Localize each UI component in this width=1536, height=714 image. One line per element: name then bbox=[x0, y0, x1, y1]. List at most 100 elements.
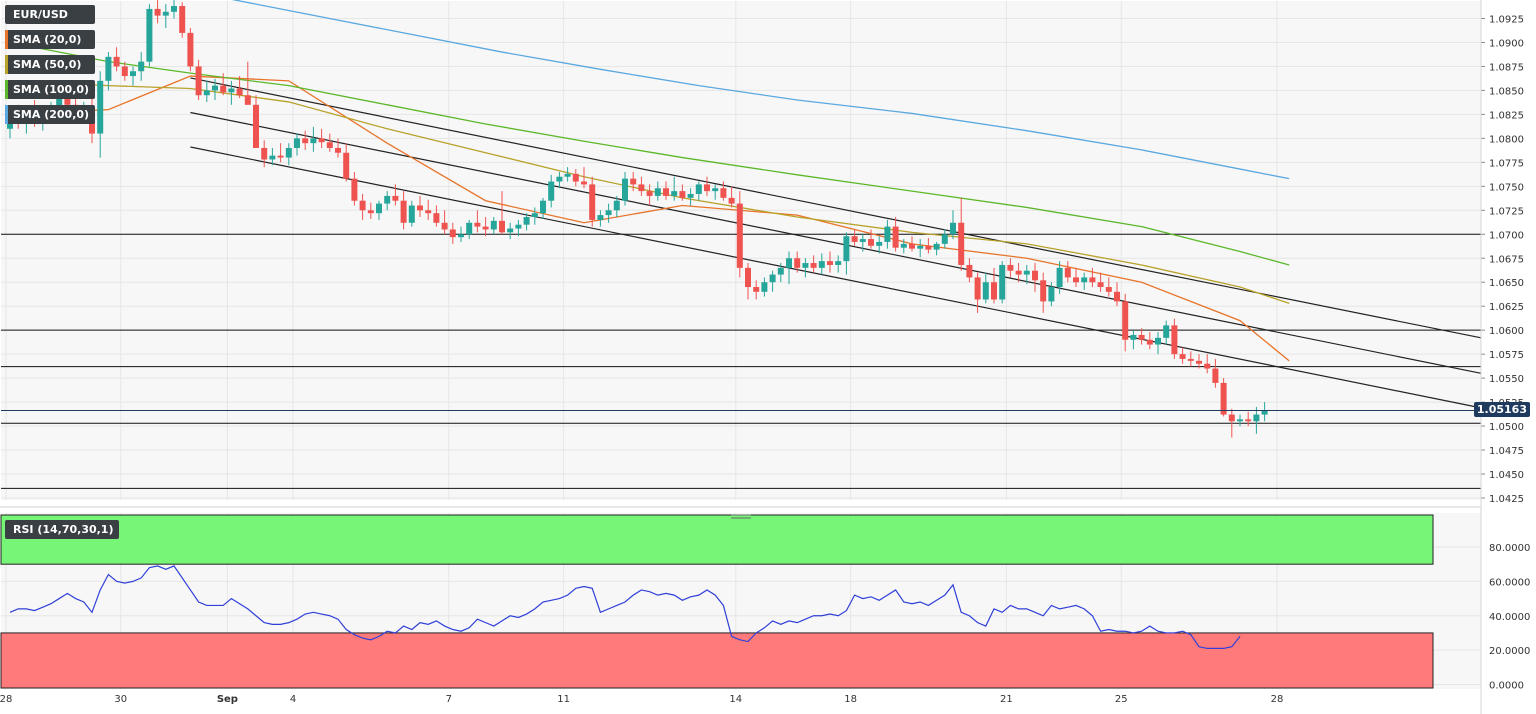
sma200-legend[interactable]: SMA (200,0) bbox=[5, 105, 96, 124]
candle-body bbox=[999, 264, 1006, 300]
candle-body bbox=[1187, 358, 1194, 361]
candle bbox=[187, 28, 194, 72]
candle bbox=[326, 133, 333, 152]
price-tick-label: 1.0825 bbox=[1489, 110, 1524, 121]
candle-body bbox=[523, 217, 530, 225]
candle bbox=[294, 133, 300, 156]
candle-body bbox=[1155, 337, 1161, 345]
candle bbox=[1228, 408, 1235, 438]
sma50-legend[interactable]: SMA (50,0) bbox=[5, 55, 96, 74]
candle bbox=[253, 95, 259, 148]
candle bbox=[97, 71, 104, 158]
time-tick-label: 4 bbox=[290, 694, 296, 705]
candle-body bbox=[458, 234, 464, 238]
candle-body bbox=[1089, 277, 1096, 283]
candle-body bbox=[326, 142, 333, 148]
candle-body bbox=[318, 138, 325, 143]
candle bbox=[909, 236, 915, 252]
candle-body bbox=[802, 263, 809, 268]
pane-resize-handle[interactable] bbox=[731, 505, 751, 519]
price-tick-label: 1.0675 bbox=[1489, 254, 1524, 265]
candle bbox=[1089, 267, 1096, 288]
candle bbox=[449, 222, 456, 244]
candle bbox=[490, 217, 497, 235]
rsi-legend[interactable]: RSI (14,70,30,1) bbox=[5, 520, 120, 539]
candle bbox=[564, 167, 571, 182]
candle bbox=[146, 4, 153, 67]
candle-body bbox=[400, 200, 407, 223]
candle bbox=[531, 207, 538, 225]
candle bbox=[925, 238, 932, 254]
candle bbox=[1130, 330, 1137, 350]
sma20-legend[interactable]: SMA (20,0) bbox=[5, 30, 96, 49]
candle bbox=[1122, 293, 1129, 352]
candle-body bbox=[1212, 368, 1219, 383]
candle bbox=[950, 210, 956, 240]
candle-body bbox=[663, 188, 669, 196]
candle-body bbox=[638, 184, 645, 192]
candle-body bbox=[982, 282, 989, 300]
rsi-line-group bbox=[9, 565, 1241, 650]
candle bbox=[1040, 272, 1047, 313]
candle bbox=[1073, 267, 1079, 288]
candle bbox=[753, 280, 760, 300]
candle-body bbox=[253, 104, 259, 148]
candle bbox=[1212, 358, 1219, 388]
candle bbox=[777, 263, 784, 283]
candle-body bbox=[597, 215, 604, 220]
candle-body bbox=[991, 282, 997, 300]
candle-body bbox=[1171, 325, 1178, 355]
candle bbox=[999, 261, 1006, 304]
candle bbox=[1245, 411, 1252, 427]
candle-body bbox=[1064, 267, 1071, 278]
candle-body bbox=[384, 195, 391, 204]
candle-body bbox=[302, 138, 309, 144]
candle bbox=[597, 210, 604, 227]
candle bbox=[851, 229, 858, 246]
sma20-legend-text: SMA (20,0) bbox=[13, 33, 82, 46]
rsi-oversold-zone bbox=[0, 632, 1434, 689]
rsi-tick-label: 60.0000 bbox=[1489, 577, 1530, 588]
candle-body bbox=[950, 222, 956, 235]
candle-body bbox=[1015, 270, 1022, 275]
candle-body bbox=[868, 239, 874, 246]
candle bbox=[704, 176, 710, 196]
candle bbox=[654, 181, 661, 201]
candle-body bbox=[351, 178, 358, 201]
candle-body bbox=[958, 222, 965, 265]
candle bbox=[433, 205, 440, 227]
candle-body bbox=[909, 243, 915, 249]
candle-body bbox=[556, 176, 563, 182]
candle bbox=[687, 188, 694, 206]
candle-body bbox=[818, 261, 825, 268]
candle bbox=[220, 73, 227, 96]
candle bbox=[835, 255, 842, 273]
candle-body bbox=[769, 274, 776, 283]
candle bbox=[892, 217, 899, 252]
symbol-label[interactable]: EUR/USD bbox=[5, 5, 96, 24]
candle bbox=[1081, 272, 1088, 290]
candle bbox=[1138, 328, 1145, 345]
candle-body bbox=[146, 8, 153, 62]
candle-body bbox=[269, 155, 276, 160]
candle bbox=[827, 251, 833, 273]
price-tick-label: 1.0550 bbox=[1489, 374, 1524, 385]
candle bbox=[1163, 320, 1170, 345]
time-tick-label: 18 bbox=[844, 694, 857, 705]
candle-body bbox=[56, 95, 63, 110]
candle bbox=[203, 80, 210, 102]
candle bbox=[425, 199, 432, 220]
candle bbox=[335, 138, 341, 158]
candle bbox=[1056, 261, 1063, 294]
candle-body bbox=[474, 222, 481, 227]
candle bbox=[458, 226, 464, 242]
legend: EUR/USD SMA (20,0) SMA (50,0) SMA (100,0… bbox=[5, 5, 96, 124]
candle bbox=[802, 258, 809, 278]
candle-body bbox=[728, 197, 735, 204]
candle bbox=[244, 61, 251, 105]
candles bbox=[7, 0, 1268, 438]
candle bbox=[499, 191, 505, 235]
sma100-legend[interactable]: SMA (100,0) bbox=[5, 80, 96, 99]
candle bbox=[974, 272, 981, 313]
